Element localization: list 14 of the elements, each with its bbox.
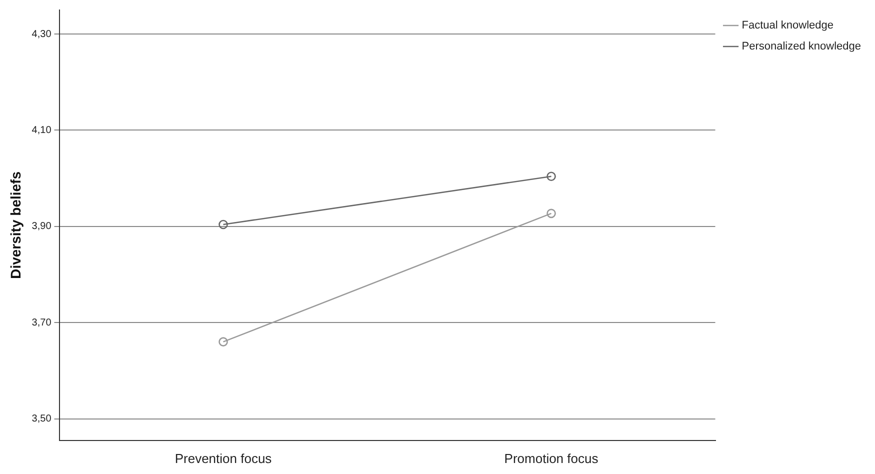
point (218, 220, 228, 230)
y-tick-label: 3,50 (32, 414, 52, 425)
point (218, 337, 228, 346)
y-tick-label: 4,10 (32, 124, 52, 136)
y-tick-label: 4,30 (32, 28, 52, 40)
y-tick-label: 3,90 (32, 221, 52, 232)
point (546, 172, 556, 182)
x-tick-label: Promotion focus (504, 450, 599, 466)
legend-label: Personalized knowledge (742, 40, 862, 53)
y-axis-title: Diversity beliefs (7, 171, 24, 279)
y-tick-label: 3,70 (32, 317, 52, 328)
point (546, 208, 556, 218)
x-tick-label: Prevention focus (174, 450, 272, 466)
legend-label: Factual knowledge (742, 20, 834, 32)
